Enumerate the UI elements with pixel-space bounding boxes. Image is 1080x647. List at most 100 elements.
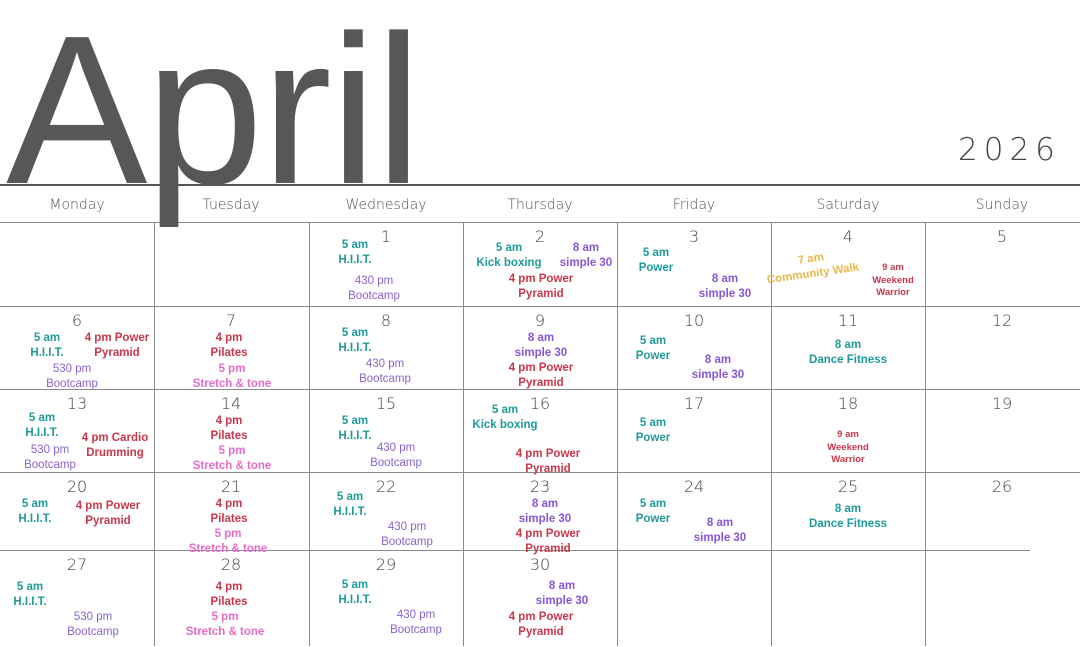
event-stretch-tone[interactable]: 5 pm Stretch & tone bbox=[193, 444, 272, 474]
event-drumming[interactable]: 4 pm Cardio Drumming bbox=[82, 431, 148, 461]
event-h-i-i-t-[interactable]: 5 am H.I.I.T. bbox=[338, 414, 371, 444]
event-power[interactable]: 5 am Power bbox=[636, 416, 671, 446]
weekday-sunday: Sunday bbox=[975, 197, 1029, 213]
event-simple-30[interactable]: 8 am simple 30 bbox=[694, 516, 746, 546]
event-pilates[interactable]: 4 pm Pilates bbox=[210, 331, 247, 361]
event-power[interactable]: 5 am Power bbox=[636, 497, 671, 527]
event-time: 4 pm Cardio bbox=[81, 432, 149, 444]
date-number: 17 bbox=[683, 394, 705, 413]
event-bootcamp[interactable]: 530 pm Bootcamp bbox=[46, 362, 98, 392]
event-name: H.I.I.T. bbox=[333, 506, 367, 518]
event-pyramid[interactable]: 4 pm Power Pyramid bbox=[516, 527, 581, 557]
event-name: simple 30 bbox=[691, 369, 745, 381]
event-h-i-i-t-[interactable]: 5 am H.I.I.T. bbox=[338, 238, 371, 268]
event-time: 5 am bbox=[16, 581, 44, 593]
event-pyramid[interactable]: 4 pm Power Pyramid bbox=[76, 499, 141, 529]
event-bootcamp[interactable]: 430 pm Bootcamp bbox=[381, 520, 433, 550]
event-time: 8 am bbox=[531, 498, 559, 510]
event-name: Pyramid bbox=[518, 377, 564, 389]
event-pyramid[interactable]: 4 pm Power Pyramid bbox=[516, 447, 581, 477]
event-stretch-tone[interactable]: 5 pm Stretch & tone bbox=[189, 527, 268, 557]
event-stretch-tone[interactable]: 5 pm Stretch & tone bbox=[193, 362, 272, 392]
event-h-i-i-t-[interactable]: 5 am H.I.I.T. bbox=[333, 490, 366, 520]
grid-line bbox=[0, 389, 1080, 390]
date-number: 26 bbox=[991, 477, 1013, 496]
event-bootcamp[interactable]: 430 pm Bootcamp bbox=[359, 357, 411, 387]
event-name: Dance Fitness bbox=[809, 518, 887, 530]
event-weekend-warrior[interactable]: 9 am Weekend Warrior bbox=[865, 262, 921, 300]
event-name: Bootcamp bbox=[370, 457, 422, 469]
event-time: 8 am bbox=[834, 339, 862, 351]
date-number: 12 bbox=[991, 311, 1013, 330]
header-divider bbox=[0, 184, 1080, 186]
event-time: 9 am bbox=[882, 262, 904, 273]
date-number: 10 bbox=[683, 311, 705, 330]
date-number: 18 bbox=[837, 394, 859, 413]
event-pyramid[interactable]: 4 pm Power Pyramid bbox=[85, 331, 150, 361]
event-time: 5 am bbox=[341, 415, 369, 427]
date-number: 9 bbox=[534, 311, 546, 330]
event-name: Bootcamp bbox=[381, 536, 433, 548]
event-h-i-i-t-[interactable]: 5 am H.I.I.T. bbox=[13, 580, 46, 610]
event-simple-30[interactable]: 8 am simple 30 bbox=[519, 497, 571, 527]
event-time: 5 am bbox=[639, 498, 667, 510]
event-simple-30[interactable]: 8 am simple 30 bbox=[692, 353, 744, 383]
event-pilates[interactable]: 4 pm Pilates bbox=[210, 497, 247, 527]
event-bootcamp[interactable]: 430 pm Bootcamp bbox=[348, 274, 400, 304]
event-h-i-i-t-[interactable]: 5 am H.I.I.T. bbox=[338, 326, 371, 356]
event-time: 530 pm bbox=[52, 363, 92, 375]
event-simple-30[interactable]: 8 am simple 30 bbox=[515, 331, 567, 361]
event-dance-fitness[interactable]: 8 am Dance Fitness bbox=[809, 338, 887, 368]
event-h-i-i-t-[interactable]: 5 am H.I.I.T. bbox=[338, 578, 371, 608]
event-pilates[interactable]: 4 pm Pilates bbox=[210, 580, 247, 610]
event-weekend-warrior[interactable]: 9 am Weekend Warrior bbox=[820, 429, 876, 467]
event-bootcamp[interactable]: 530 pm Bootcamp bbox=[24, 443, 76, 473]
event-community-walk[interactable]: 7 am Community Walk bbox=[764, 246, 860, 289]
event-time: 5 pm bbox=[214, 528, 242, 540]
event-time: 4 pm Power bbox=[75, 500, 141, 512]
event-bootcamp[interactable]: 430 pm Bootcamp bbox=[370, 441, 422, 471]
event-name: Weekend Warrior bbox=[827, 441, 869, 466]
event-bootcamp[interactable]: 530 pm Bootcamp bbox=[67, 610, 119, 640]
year-label: 2026 bbox=[958, 132, 1061, 168]
event-name: simple 30 bbox=[518, 513, 572, 525]
event-name: Bootcamp bbox=[359, 373, 411, 385]
event-simple-30[interactable]: 8 am simple 30 bbox=[536, 579, 588, 609]
event-name: Stretch & tone bbox=[192, 378, 272, 390]
event-pyramid[interactable]: 4 pm Power Pyramid bbox=[509, 272, 574, 302]
event-stretch-tone[interactable]: 5 pm Stretch & tone bbox=[186, 610, 265, 640]
event-time: 8 am bbox=[834, 503, 862, 515]
event-power[interactable]: 5 am Power bbox=[636, 334, 671, 364]
event-name: Power bbox=[635, 513, 671, 525]
event-time: 5 am bbox=[336, 491, 364, 503]
event-time: 5 am bbox=[341, 579, 369, 591]
event-time: 430 pm bbox=[376, 442, 416, 454]
date-number: 11 bbox=[837, 311, 859, 330]
date-number: 20 bbox=[66, 477, 88, 496]
event-power[interactable]: 5 am Power bbox=[639, 246, 674, 276]
date-number: 30 bbox=[529, 555, 551, 574]
event-h-i-i-t-[interactable]: 5 am H.I.I.T. bbox=[18, 497, 51, 527]
event-h-i-i-t-[interactable]: 5 am H.I.I.T. bbox=[25, 411, 58, 441]
event-simple-30[interactable]: 8 am simple 30 bbox=[699, 272, 751, 302]
date-number: 22 bbox=[375, 477, 397, 496]
event-kick-boxing[interactable]: 5 am Kick boxing bbox=[476, 241, 541, 271]
event-h-i-i-t-[interactable]: 5 am H.I.I.T. bbox=[30, 331, 63, 361]
event-name: Bootcamp bbox=[390, 624, 442, 636]
event-bootcamp[interactable]: 430 pm Bootcamp bbox=[390, 608, 442, 638]
event-pyramid[interactable]: 4 pm Power Pyramid bbox=[509, 610, 574, 640]
event-time: 5 am bbox=[639, 335, 667, 347]
event-simple-30[interactable]: 8 am simple 30 bbox=[560, 241, 612, 271]
event-dance-fitness[interactable]: 8 am Dance Fitness bbox=[809, 502, 887, 532]
event-name: Power bbox=[638, 262, 674, 274]
event-pyramid[interactable]: 4 pm Power Pyramid bbox=[509, 361, 574, 391]
event-name: Pyramid bbox=[518, 288, 564, 300]
event-name: Stretch & tone bbox=[185, 626, 265, 638]
event-name: Bootcamp bbox=[67, 626, 119, 638]
event-name: Pilates bbox=[210, 513, 248, 525]
date-number: 4 bbox=[842, 227, 854, 246]
event-kick-boxing[interactable]: 5 am Kick boxing bbox=[472, 403, 537, 433]
weekday-saturday: Saturday bbox=[816, 197, 880, 213]
event-name: H.I.I.T. bbox=[30, 347, 64, 359]
event-pilates[interactable]: 4 pm Pilates bbox=[210, 414, 247, 444]
